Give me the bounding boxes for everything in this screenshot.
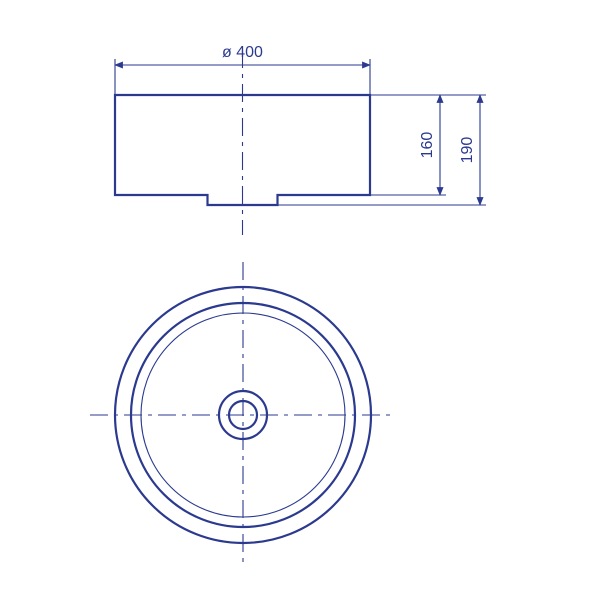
dim-label-diameter: ø 400 <box>222 44 263 61</box>
dim-label-height-outer: 190 <box>459 137 476 164</box>
dimension-drawing: ø 400 160 190 <box>0 0 600 600</box>
dim-label-height-inner: 160 <box>419 132 436 159</box>
